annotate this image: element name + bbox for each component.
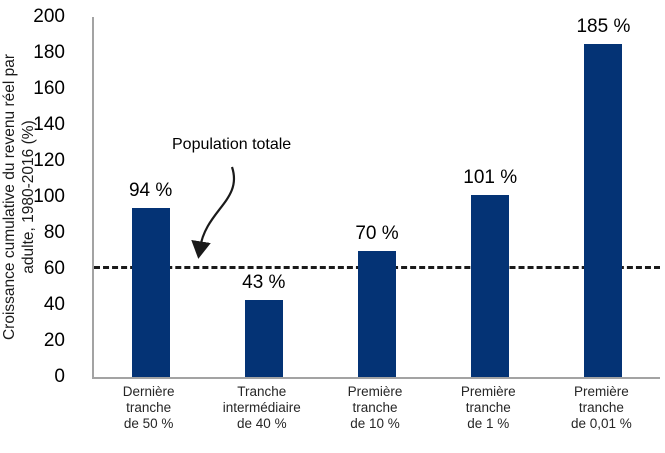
bar[interactable]: [358, 251, 396, 377]
y-tick-label: 200: [33, 6, 65, 27]
bar[interactable]: [131, 207, 170, 377]
x-axis-category-label: Dernière tranche de 50 %: [122, 384, 175, 431]
y-tick-label: 80: [43, 222, 65, 243]
bar-column: 94 %: [94, 180, 207, 377]
y-tick-labels: 0 20 40 60 80 100 120 140 160 180 200: [0, 6, 78, 387]
bar-column: 101 %: [434, 167, 547, 377]
y-tick-label: 40: [43, 294, 65, 315]
bar-value-label: 94 %: [128, 179, 173, 201]
y-tick-label: 20: [43, 330, 65, 351]
bars-row: 94 % 43 % 70 % 101 % 185 %: [94, 16, 660, 377]
plot-area: 94 % 43 % 70 % 101 % 185 %: [92, 16, 660, 379]
y-tick-label: 140: [33, 114, 65, 135]
bar-value-label: 43 %: [242, 271, 286, 293]
bar[interactable]: [244, 299, 283, 377]
x-axis-category-label: Première tranche de 1 %: [460, 384, 516, 431]
x-axis-labels: Dernière tranche de 50 % Tranche intermédiai…: [92, 384, 658, 432]
bar-value-label: 101 %: [463, 167, 518, 189]
x-axis-category-label: Première tranche de 0,01 %: [571, 384, 632, 431]
y-tick-label: 60: [43, 258, 65, 279]
bar-value-label: 185 %: [576, 16, 631, 37]
x-axis-category-label: Première tranche de 10 %: [347, 384, 403, 431]
bar-column: 185 %: [547, 16, 660, 377]
y-tick-label: 160: [33, 78, 65, 99]
annotation-line1: Population totale: [172, 136, 292, 153]
y-tick-label: 100: [33, 186, 65, 207]
bar[interactable]: [584, 44, 623, 377]
y-tick-label: 120: [33, 150, 65, 171]
bar-column: 70 %: [320, 223, 433, 377]
population-totale-annotation: Population totale: [172, 134, 291, 156]
bar-value-label: 70 %: [355, 223, 399, 244]
bar-column: 43 %: [207, 272, 320, 377]
y-tick-label: 0: [54, 366, 65, 387]
y-tick-label: 180: [33, 42, 65, 63]
x-axis-category-label: Tranche intermédiaire de 40 %: [222, 384, 301, 431]
bar[interactable]: [471, 195, 510, 377]
